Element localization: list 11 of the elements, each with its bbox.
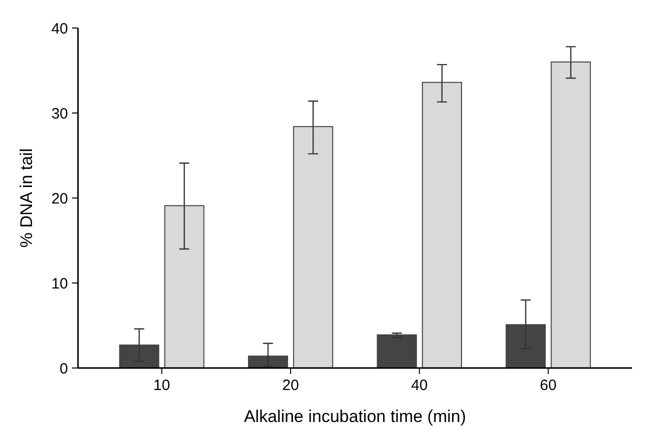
y-tick-label: 30 <box>51 105 68 122</box>
y-tick-label: 40 <box>51 20 68 38</box>
x-tick-label: 40 <box>411 377 428 394</box>
x-axis-title: Alkaline incubation time (min) <box>244 407 466 426</box>
y-tick-label: 10 <box>51 275 68 292</box>
y-tick-label: 20 <box>51 190 68 208</box>
y-tick-label: 0 <box>60 360 68 378</box>
y-axis-title: % DNA in tail <box>17 148 36 248</box>
x-tick-label: 20 <box>282 377 299 394</box>
x-tick-label: 60 <box>540 377 557 394</box>
x-tick-label: 10 <box>153 377 170 394</box>
